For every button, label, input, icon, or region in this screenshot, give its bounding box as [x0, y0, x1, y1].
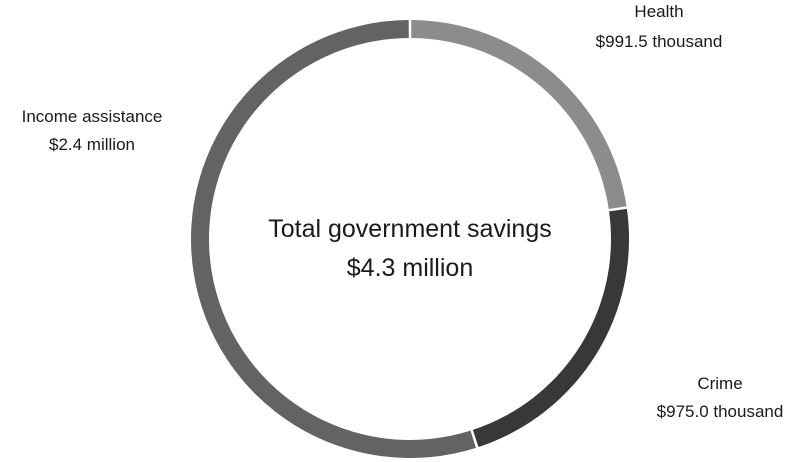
center-title: Total government savings [268, 215, 551, 243]
segment-value-label: $975.0 thousand [657, 402, 784, 421]
center-value: $4.3 million [347, 254, 473, 282]
segment-value-label: $2.4 million [49, 135, 135, 154]
donut-segments [190, 20, 629, 458]
segment-value-label: $991.5 thousand [596, 32, 723, 51]
segment-name-label: Crime [697, 374, 742, 393]
segment-name-label: Income assistance [22, 107, 163, 126]
segment-name-label: Health [634, 2, 683, 21]
donut-segment-crime [472, 208, 629, 448]
donut-segment-health [411, 20, 627, 209]
segment-labels: Health $991.5 thousand Crime $975.0 thousan… [22, 2, 784, 421]
